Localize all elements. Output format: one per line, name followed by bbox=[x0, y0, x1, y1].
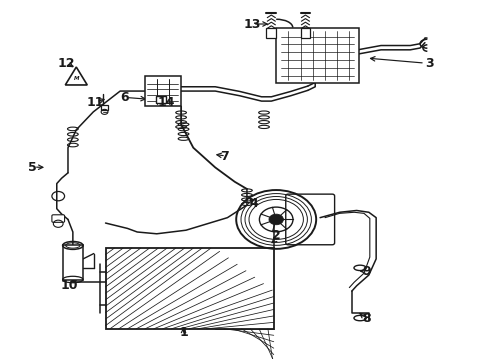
Bar bbox=[101, 105, 108, 110]
Text: M: M bbox=[73, 76, 79, 81]
Bar bbox=[144, 76, 181, 107]
Text: 9: 9 bbox=[361, 265, 370, 278]
Text: 12: 12 bbox=[58, 57, 75, 70]
Text: 14: 14 bbox=[158, 96, 175, 109]
Text: 10: 10 bbox=[60, 279, 78, 292]
Text: 11: 11 bbox=[87, 96, 104, 109]
Text: 5: 5 bbox=[28, 161, 37, 174]
Text: 7: 7 bbox=[220, 150, 229, 163]
Bar bbox=[62, 246, 83, 279]
FancyBboxPatch shape bbox=[52, 215, 64, 222]
Text: 6: 6 bbox=[121, 91, 129, 104]
Bar bbox=[300, 28, 310, 39]
Text: 4: 4 bbox=[249, 197, 258, 210]
Text: 1: 1 bbox=[179, 326, 187, 339]
Text: 3: 3 bbox=[425, 57, 433, 70]
Bar bbox=[156, 96, 165, 103]
Bar bbox=[276, 28, 358, 83]
Circle shape bbox=[268, 214, 283, 225]
Text: 13: 13 bbox=[243, 18, 260, 31]
FancyBboxPatch shape bbox=[285, 194, 334, 245]
Text: 2: 2 bbox=[271, 229, 280, 242]
Text: 8: 8 bbox=[361, 311, 370, 325]
Bar bbox=[266, 28, 276, 39]
Bar bbox=[105, 248, 273, 329]
